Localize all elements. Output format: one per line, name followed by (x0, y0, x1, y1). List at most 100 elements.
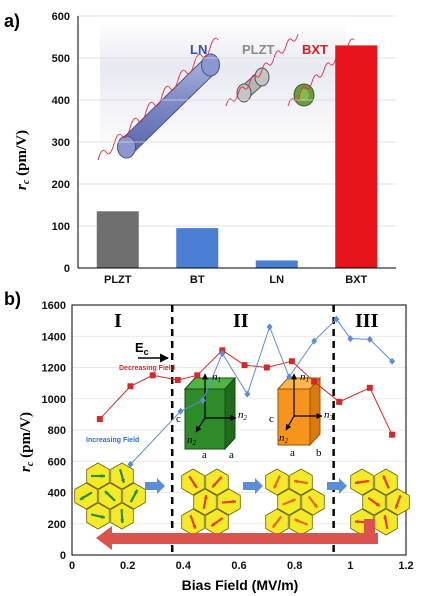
green-crystal-n2-label: n2 (238, 409, 248, 422)
y-tick-label: 500 (52, 53, 70, 65)
x-tick-label: BT (190, 274, 205, 286)
data-point (336, 398, 343, 405)
panel-b-y-axis-label: rc (pm/V) (18, 412, 36, 472)
x-tick-label: 0.6 (231, 560, 246, 572)
data-point (266, 323, 273, 331)
region-label-ii: II (233, 310, 249, 332)
x-tick-label: 1.2 (398, 560, 413, 572)
bar-ln (255, 260, 298, 268)
increasing-field-label: Increasing Field (86, 437, 139, 444)
x-tick-label: 0.4 (176, 560, 192, 572)
y-tick-label: 1000 (42, 394, 66, 406)
field-return-arrow (96, 519, 378, 550)
green-crystal-a-label: a (202, 449, 207, 461)
y-tick-label: 400 (48, 488, 66, 500)
data-point (286, 373, 293, 381)
data-point (96, 416, 103, 423)
green-crystal-a-depth-label: a (229, 449, 234, 461)
panel-a-y-axis-label: rc (pm/V) (14, 130, 32, 190)
data-point (241, 362, 248, 369)
series-line (130, 318, 393, 465)
data-point (366, 384, 373, 391)
transition-arrow (243, 478, 263, 494)
y-tick-label: 1600 (42, 300, 66, 312)
x-tick-label: PLZT (104, 274, 132, 286)
plot-frame (71, 304, 407, 556)
y-tick-label: 800 (48, 425, 66, 437)
data-point (389, 357, 396, 365)
domain-cluster-4 (350, 468, 410, 536)
panel-b-axes (71, 304, 407, 556)
green-crystal-n2-depth-label: n2 (187, 434, 197, 447)
inset-label-ln: LN (190, 42, 207, 57)
y-tick-label: 400 (52, 95, 70, 107)
orange-crystal-n2-label: n2 (279, 432, 289, 445)
data-point (177, 407, 184, 415)
y-tick-label: 0 (64, 263, 70, 275)
data-point (366, 335, 373, 343)
domain-cluster-1 (74, 462, 146, 530)
data-point (149, 372, 156, 379)
green-crystal-c-label: c (176, 413, 181, 425)
x-tick-label: 0.8 (287, 560, 302, 572)
orange-crystal-n1-label: n1 (300, 371, 309, 384)
y-tick-label: 300 (52, 137, 70, 149)
region-label-i: I (114, 310, 122, 332)
orange-crystal-illustration (276, 373, 323, 447)
panel-a-y-tick-labels: 0 100 200 300 400 500 600 (52, 11, 70, 275)
bar-plzt (96, 211, 139, 268)
domain-cluster-2 (181, 468, 241, 536)
panel-b-series (96, 315, 396, 468)
y-tick-label: 200 (48, 519, 66, 531)
ec-label: Ec (135, 340, 149, 357)
y-tick-label: 1200 (42, 363, 66, 375)
y-tick-label: 600 (48, 456, 66, 468)
data-point (127, 383, 134, 390)
panel-b-label: b) (4, 289, 21, 309)
transition-arrow (145, 478, 165, 494)
domain-hex-clusters (74, 462, 410, 536)
y-tick-label: 200 (52, 179, 70, 191)
data-point (199, 396, 206, 404)
y-tick-label: 0 (60, 550, 66, 562)
panel-a-x-tick-labels: PLZT BT LN BXT (104, 274, 368, 286)
x-tick-label: 1 (347, 560, 353, 572)
rc-illustration-inset (97, 20, 355, 161)
x-tick-label: BXT (345, 274, 367, 286)
domain-cluster-3 (265, 468, 325, 536)
panel-b-y-tick-labels: 0 200 400 600 800 1000 1200 1400 1600 (42, 300, 66, 562)
y-tick-label: 1400 (42, 331, 66, 343)
orange-crystal-a-label: a (290, 447, 295, 459)
y-tick-label: 100 (52, 221, 70, 233)
x-tick-label: 0 (69, 560, 75, 572)
data-point (219, 349, 226, 357)
panel-b-x-tick-labels: 0 0.2 0.4 0.6 0.8 1 1.2 (69, 560, 414, 572)
orange-crystal-b-label: b (316, 447, 322, 459)
green-crystal-n1-label: n1 (212, 371, 221, 384)
bar-bt (176, 228, 219, 268)
panel-b-region-boundaries (170, 305, 335, 555)
orange-crystal-n3-label: n3 (324, 409, 334, 422)
plzt-cylinder-illustration (225, 33, 299, 107)
data-point (244, 390, 251, 398)
x-tick-label: LN (269, 274, 284, 286)
panel-b-x-axis-label: Bias Field (MV/m) (182, 577, 299, 593)
data-point (389, 431, 396, 438)
bar-bxt (335, 45, 378, 269)
inset-label-plzt: PLZT (242, 42, 275, 57)
data-point (288, 358, 295, 365)
region-label-iii: III (355, 310, 379, 332)
data-point (263, 364, 270, 371)
ln-cylinder-illustration (97, 37, 220, 161)
transition-arrow (327, 478, 347, 494)
data-point (194, 372, 201, 379)
data-point (347, 335, 354, 343)
data-point (127, 460, 134, 468)
data-point (311, 337, 318, 345)
y-tick-label: 600 (52, 11, 70, 23)
panel-a-bars (96, 45, 378, 269)
panel-a-label: a) (4, 11, 20, 31)
data-point (311, 378, 318, 385)
